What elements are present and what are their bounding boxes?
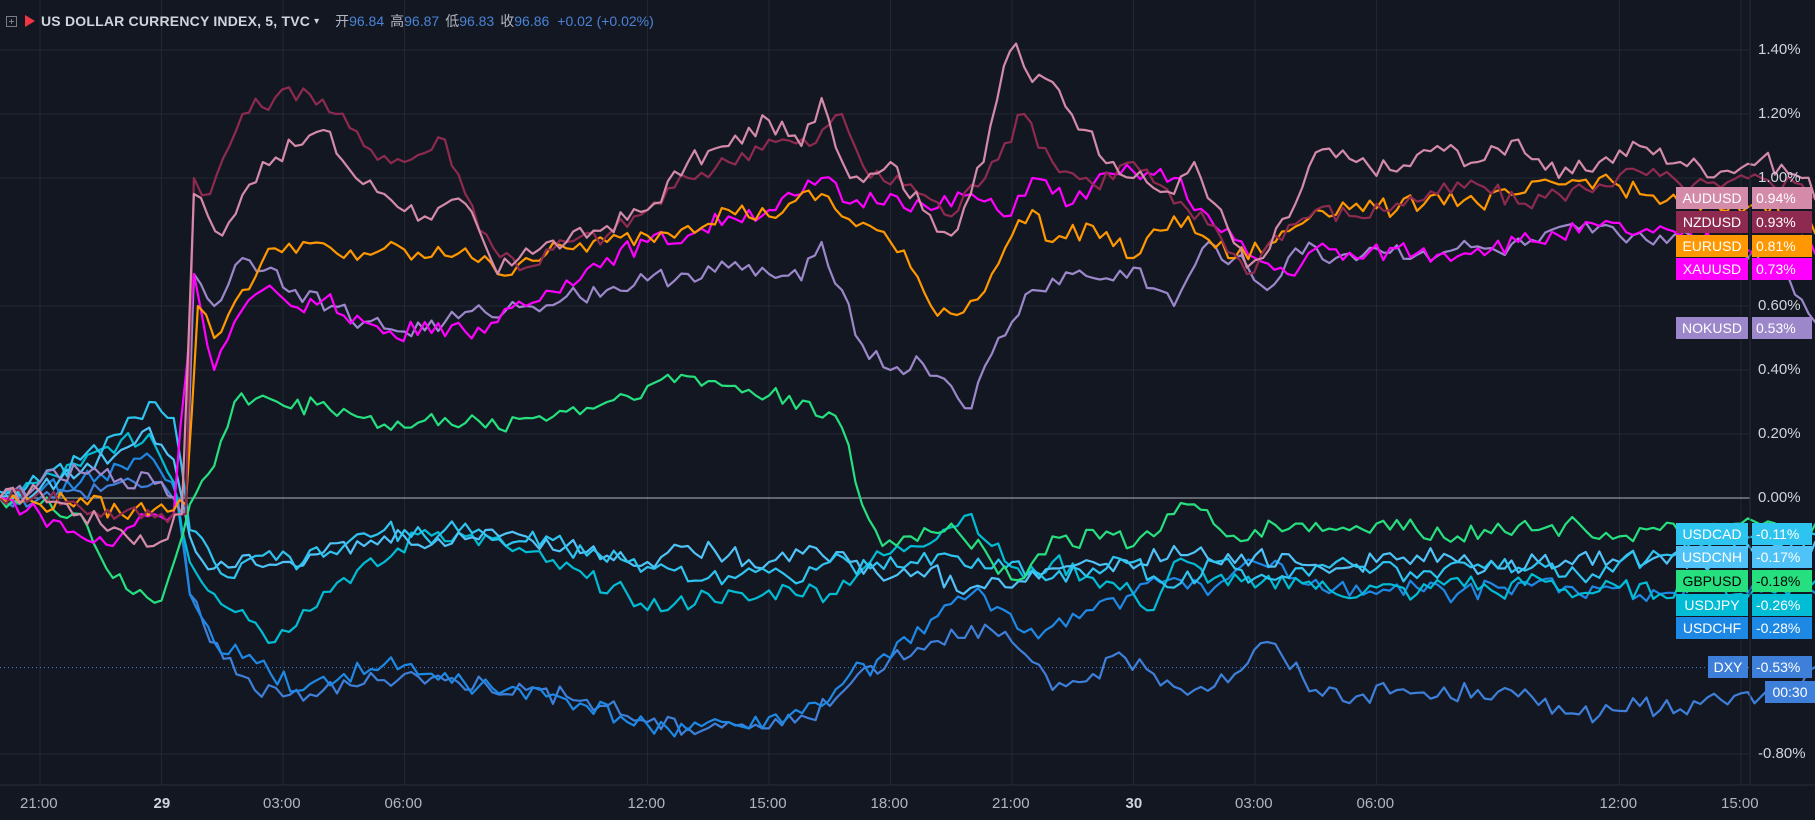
x-tick-label: 18:00 <box>870 795 909 812</box>
series-line-dxy[interactable] <box>0 477 1815 736</box>
low-label: 低 <box>445 13 460 29</box>
x-tick-label: 15:00 <box>1721 795 1759 812</box>
series-name-badge-dxy: DXY <box>1708 656 1748 678</box>
series-line-eurusd[interactable] <box>0 173 1815 520</box>
y-tick-label: -0.80% <box>1758 745 1806 762</box>
series-value-badge-usdjpy: -0.26% <box>1752 594 1812 616</box>
open-label: 开 <box>335 13 350 29</box>
series-value-badge-audusd: 0.94% <box>1752 187 1812 209</box>
series-name-badge-usdchf: USDCHF <box>1676 617 1748 639</box>
chevron-down-icon[interactable]: ▾ <box>314 15 320 27</box>
series-name-badge-usdcad: USDCAD <box>1676 523 1748 545</box>
collapse-icon[interactable] <box>6 15 17 27</box>
x-tick-label: 06:00 <box>384 795 423 812</box>
series-lines <box>0 42 1815 738</box>
series-line-usdcnh[interactable] <box>0 426 1815 596</box>
series-name-badge-eurusd: EURUSD <box>1676 235 1748 257</box>
series-value-badge-eurusd: 0.81% <box>1752 235 1812 257</box>
series-value-badge-gbpusd: -0.18% <box>1752 570 1812 592</box>
high-value: 96.87 <box>404 13 440 29</box>
x-tick-label: 12:00 <box>627 795 666 812</box>
y-tick-label: 1.40% <box>1758 41 1801 58</box>
close-label: 收 <box>500 13 515 29</box>
flag-icon <box>25 15 35 27</box>
x-tick-label: 21:00 <box>992 795 1030 812</box>
x-tick-label: 30 <box>1125 795 1143 812</box>
reference-lines <box>0 497 1750 669</box>
x-tick-label: 03:00 <box>263 795 301 812</box>
symbol-header: US DOLLAR CURRENCY INDEX, 5, TVC ▾ 开 96.8… <box>6 10 654 32</box>
x-tick-label: 03:00 <box>1235 795 1273 812</box>
y-tick-label: 1.00% <box>1758 169 1801 186</box>
y-tick-label: 0.60% <box>1758 297 1801 314</box>
series-value-badge-dxy: -0.53% <box>1752 656 1812 678</box>
series-value-badge-nokusd: 0.53% <box>1752 317 1812 339</box>
series-value-badge-usdcnh: -0.17% <box>1752 546 1812 568</box>
chart-grid <box>0 0 1750 785</box>
series-value-badge-nzdusd: 0.93% <box>1752 211 1812 233</box>
series-line-gbpusd[interactable] <box>0 373 1815 604</box>
symbol-title[interactable]: US DOLLAR CURRENCY INDEX, 5, TVC <box>41 13 311 29</box>
series-name-badge-audusd: AUDUSD <box>1676 187 1748 209</box>
x-tick-label: 21:00 <box>20 795 58 812</box>
series-value-badge-usdchf: -0.28% <box>1752 617 1812 639</box>
series-line-nzdusd[interactable] <box>0 86 1815 524</box>
series-name-badge-usdjpy: USDJPY <box>1676 594 1748 616</box>
x-tick-label: 12:00 <box>1599 795 1638 812</box>
series-line-usdchf[interactable] <box>0 452 1815 738</box>
open-value: 96.84 <box>349 13 385 29</box>
x-tick-label: 29 <box>153 795 171 812</box>
series-line-xauusd[interactable] <box>0 163 1815 548</box>
change-value: +0.02 (+0.02%) <box>557 13 654 29</box>
series-line-usdcad[interactable] <box>0 400 1815 589</box>
x-tick-label: 06:00 <box>1356 795 1395 812</box>
series-value-badge-usdcad: -0.11% <box>1752 523 1812 545</box>
series-line-audusd[interactable] <box>0 42 1815 548</box>
y-tick-label: 1.20% <box>1758 105 1801 122</box>
y-tick-label: 0.00% <box>1758 489 1801 506</box>
series-name-badge-nokusd: NOKUSD <box>1676 317 1748 339</box>
y-tick-label: 0.40% <box>1758 361 1801 378</box>
series-name-badge-usdcnh: USDCNH <box>1676 546 1748 568</box>
series-line-usdjpy[interactable] <box>0 431 1815 644</box>
series-value-badge-xauusd: 0.73% <box>1752 258 1812 280</box>
series-line-nokusd[interactable] <box>0 221 1815 516</box>
series-name-badge-nzdusd: NZDUSD <box>1676 211 1748 233</box>
y-tick-label: 0.20% <box>1758 425 1801 442</box>
series-name-badge-gbpusd: GBPUSD <box>1676 570 1748 592</box>
countdown-badge: 00:30 <box>1765 681 1815 703</box>
close-value: 96.86 <box>514 13 550 29</box>
series-name-badge-xauusd: XAUUSD <box>1676 258 1748 280</box>
x-tick-label: 15:00 <box>749 795 787 812</box>
high-label: 高 <box>390 13 405 29</box>
low-value: 96.83 <box>459 13 495 29</box>
